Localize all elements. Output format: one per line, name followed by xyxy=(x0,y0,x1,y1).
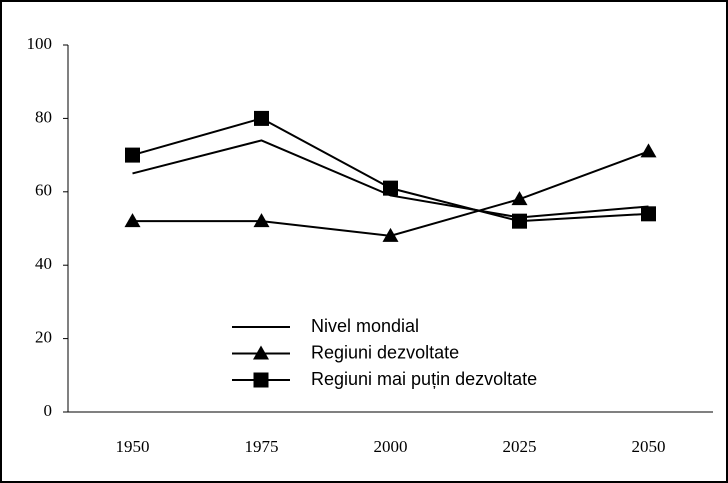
x-tick-label: 2000 xyxy=(374,437,408,456)
y-tick-label: 60 xyxy=(35,181,52,200)
y-tick-label: 100 xyxy=(27,34,53,53)
data-point xyxy=(640,143,657,158)
data-point xyxy=(125,147,140,163)
y-tick-label: 80 xyxy=(35,107,52,126)
data-point xyxy=(382,227,399,242)
data-point xyxy=(383,180,398,196)
legend-marker xyxy=(253,372,269,388)
y-tick-label: 40 xyxy=(35,254,52,273)
data-point xyxy=(253,213,270,228)
x-tick-label: 1950 xyxy=(116,437,150,456)
x-tick-label: 1975 xyxy=(245,437,279,456)
data-point xyxy=(641,206,656,222)
y-tick-label: 0 xyxy=(44,401,53,420)
data-point xyxy=(124,213,141,228)
legend-marker xyxy=(253,345,269,360)
y-tick-label: 20 xyxy=(35,328,52,347)
data-point xyxy=(512,213,527,229)
x-tick-label: 2025 xyxy=(503,437,537,456)
x-tick-label: 2050 xyxy=(632,437,666,456)
data-point xyxy=(511,191,528,206)
legend-label: Regiuni dezvoltate xyxy=(311,342,459,362)
legend-label: Regiuni mai puțin dezvoltate xyxy=(311,369,537,389)
data-point xyxy=(254,110,269,126)
legend-label: Nivel mondial xyxy=(311,316,419,336)
